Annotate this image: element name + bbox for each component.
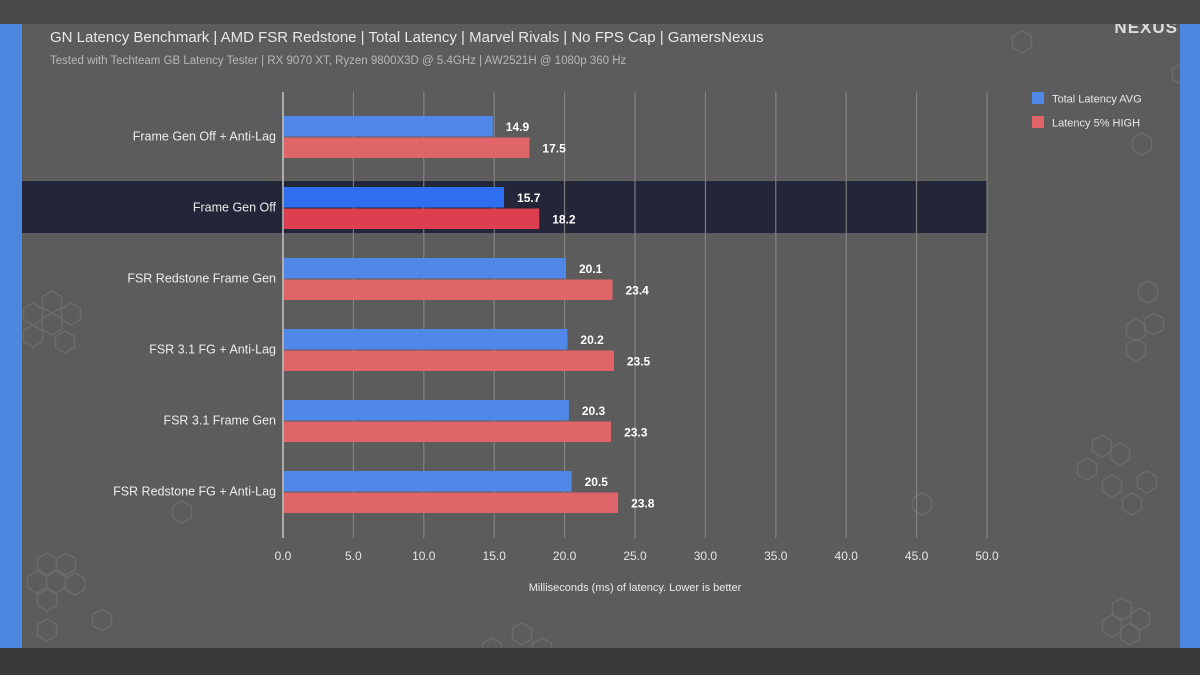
category-label: FSR 3.1 FG + Anti-Lag xyxy=(149,343,276,357)
bottom-frame xyxy=(0,648,1200,675)
x-tick-label: 15.0 xyxy=(483,549,507,563)
left-accent-bar xyxy=(0,24,22,648)
hexagon-decoration xyxy=(64,572,86,596)
chart-canvas: 0.0 5.0 10.0 15.0 20.0 25.0 30.0 35.0 40.0 45.0 50… xyxy=(22,30,1180,648)
hexagon-decoration xyxy=(1171,63,1180,85)
x-tick-label: 45.0 xyxy=(905,549,929,563)
chart-title: GN Latency Benchmark | AMD FSR Redstone … xyxy=(50,29,764,46)
bar-total-latency-avg xyxy=(284,471,572,492)
data-label: 15.7 xyxy=(517,191,541,205)
chart-panel: 0.0 5.0 10.0 15.0 20.0 25.0 30.0 35.0 40.0 45.0 50… xyxy=(22,24,1180,648)
hexagon-decoration xyxy=(1101,614,1123,638)
hexagon-decoration xyxy=(55,552,77,576)
top-frame xyxy=(0,0,1200,24)
x-tick-label: 25.0 xyxy=(623,549,647,563)
bar-total-latency-avg xyxy=(284,116,493,137)
hexagon-decoration xyxy=(1129,607,1151,631)
hexagon-decoration xyxy=(1119,622,1141,646)
hexagon-decoration xyxy=(22,324,44,348)
hexagon-decoration xyxy=(36,618,58,642)
hexagon-decoration xyxy=(1136,470,1158,494)
bar-total-latency-avg xyxy=(284,258,567,279)
hexagon-decoration xyxy=(41,312,63,336)
bar-total-latency-avg xyxy=(284,329,568,350)
category-label: FSR Redstone FG + Anti-Lag xyxy=(113,485,276,499)
data-label: 17.5 xyxy=(542,141,566,155)
hexagon-decoration xyxy=(26,570,48,594)
legend-swatch xyxy=(1032,116,1044,128)
hexagon-decoration xyxy=(91,608,113,632)
chart-subtitle: Tested with Techteam GB Latency Tester |… xyxy=(50,55,627,67)
category-label: Frame Gen Off xyxy=(193,201,277,215)
category-label: Frame Gen Off + Anti-Lag xyxy=(133,130,276,144)
hexagon-decoration xyxy=(1143,312,1165,336)
hexagon-decoration xyxy=(511,622,533,646)
hexagon-decoration xyxy=(54,330,76,354)
hexagon-decoration xyxy=(1091,434,1113,458)
hexagon-decoration xyxy=(911,492,933,516)
data-label: 20.3 xyxy=(582,404,606,418)
data-label: 23.8 xyxy=(631,496,655,510)
x-tick-label: 35.0 xyxy=(764,549,788,563)
x-tick-label: 5.0 xyxy=(345,549,362,563)
brand-watermark: NEXUS xyxy=(1114,24,1178,37)
bar-latency-5pct-high xyxy=(284,208,540,229)
x-tick-label: 40.0 xyxy=(835,549,859,563)
x-axis-title: Milliseconds (ms) of latency. Lower is b… xyxy=(529,582,742,594)
hexagon-decoration xyxy=(1076,457,1098,481)
data-label: 20.1 xyxy=(579,262,603,276)
right-accent-bar xyxy=(1180,24,1200,648)
data-label: 23.3 xyxy=(624,425,648,439)
bar-latency-5pct-high xyxy=(284,350,614,371)
x-tick-label: 30.0 xyxy=(694,549,718,563)
hexagon-decoration xyxy=(36,588,58,612)
data-label: 23.4 xyxy=(625,283,649,297)
bar-total-latency-avg xyxy=(284,187,505,208)
bar-latency-5pct-high xyxy=(284,279,613,300)
bar-latency-5pct-high xyxy=(284,137,530,158)
hexagon-decoration xyxy=(1121,492,1143,516)
hexagon-decoration xyxy=(1125,318,1147,342)
hexagon-decoration xyxy=(45,570,67,594)
bar-total-latency-avg xyxy=(284,400,569,421)
category-label: FSR 3.1 Frame Gen xyxy=(163,414,276,428)
legend-label: Total Latency AVG xyxy=(1052,94,1142,106)
x-tick-label: 50.0 xyxy=(975,549,999,563)
bar-latency-5pct-high xyxy=(284,421,612,442)
bar-latency-5pct-high xyxy=(284,492,619,513)
hexagon-decoration xyxy=(60,302,82,326)
hexagon-decoration xyxy=(1101,474,1123,498)
x-tick-label: 10.0 xyxy=(412,549,436,563)
hexagon-decoration xyxy=(1125,338,1147,362)
hexagon-decoration xyxy=(1131,132,1153,156)
hexagon-decoration xyxy=(1137,280,1159,304)
hexagon-decoration xyxy=(531,637,553,648)
x-tick-label: 0.0 xyxy=(275,549,292,563)
legend-swatch xyxy=(1032,92,1044,104)
hexagon-decoration xyxy=(171,500,193,524)
hexagon-decoration xyxy=(1011,30,1033,54)
category-label: FSR Redstone Frame Gen xyxy=(127,272,276,286)
hexagon-decoration xyxy=(481,637,503,648)
data-label: 20.2 xyxy=(580,333,604,347)
data-label: 20.5 xyxy=(585,475,609,489)
x-tick-label: 20.0 xyxy=(553,549,577,563)
data-label: 23.5 xyxy=(627,354,651,368)
legend-label: Latency 5% HIGH xyxy=(1052,118,1140,130)
data-label: 14.9 xyxy=(506,120,530,134)
hexagon-decoration xyxy=(1109,442,1131,466)
hexagon-pattern-decoration xyxy=(22,30,1180,648)
hexagon-decoration xyxy=(22,302,44,326)
hexagon-decoration xyxy=(41,290,63,314)
data-label: 18.2 xyxy=(552,212,576,226)
